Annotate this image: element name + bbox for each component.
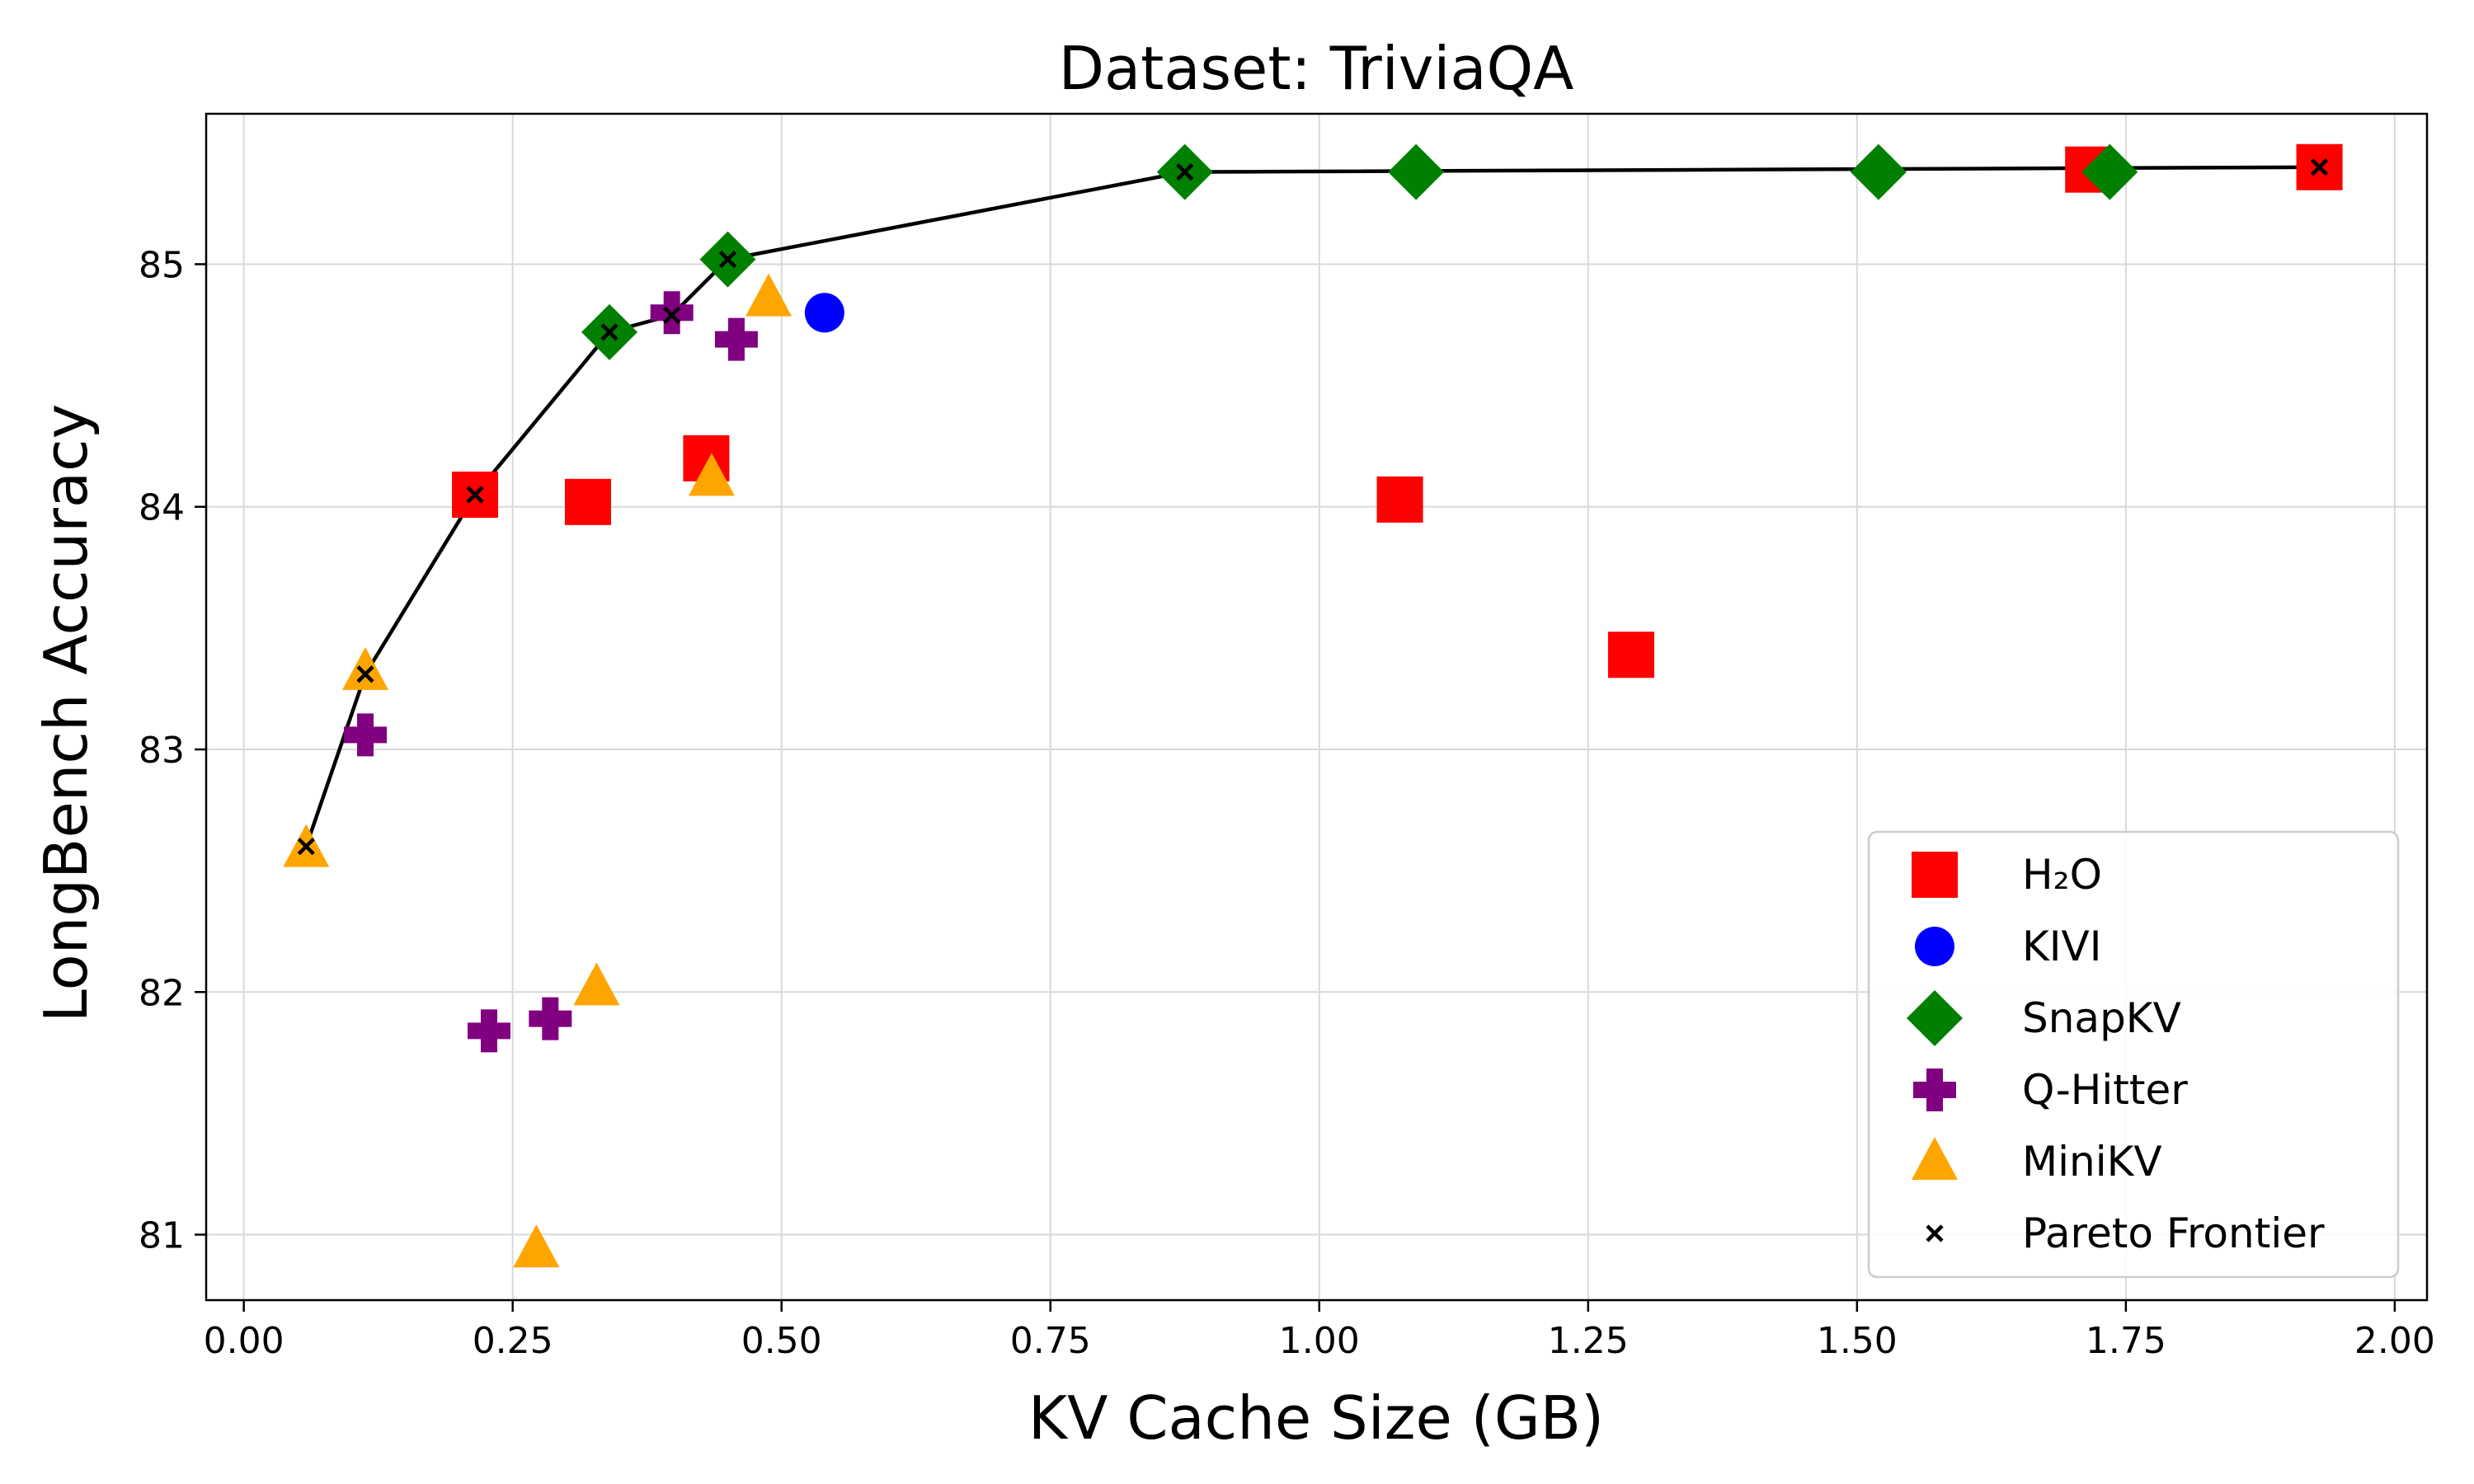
legend-label-q-hitter: Q-Hitter [2022,1066,2188,1114]
legend-marker-h-o [1912,852,1958,898]
minikv-point [513,1224,560,1268]
x-tick-label: 0.50 [741,1320,822,1362]
y-tick-label: 84 [139,487,185,529]
legend-marker-minikv [1912,1137,1958,1180]
x-tick-label: 0.00 [204,1320,285,1362]
legend-marker-pareto-frontier [1926,1224,1944,1242]
legend-label-snapkv: SnapKV [2022,994,2181,1042]
minikv-point [745,273,793,317]
x-tick-label: 2.00 [2354,1320,2435,1362]
snapkv-point [1388,143,1445,200]
pareto-frontier-point [1176,163,1194,181]
y-tick-label: 82 [139,972,185,1014]
y-axis-label: LongBench Accuracy [31,404,101,1022]
pareto-frontier-point [600,323,618,341]
minikv-point [573,962,620,1006]
snapkv-point [2081,143,2138,200]
x-tick-label: 1.75 [2086,1320,2166,1362]
legend-box [1867,830,2400,1279]
data-markers [283,143,2343,1268]
kivi-point [804,293,844,333]
pareto-frontier-line [304,165,2320,848]
x-tick-label: 0.75 [1010,1320,1091,1362]
legend: H₂O KIVI SnapKV Q-Hitter MiniKV Pareto Fronti… [1867,830,2400,1279]
y-tick-label: 83 [139,730,185,772]
q-hitter-point [714,317,758,361]
pareto-frontier-point [663,306,681,324]
legend-label-pareto-frontier: Pareto Frontier [2022,1209,2325,1257]
q-hitter-point [529,997,572,1040]
pareto-frontier-line [304,165,2320,848]
y-tick-label: 85 [139,244,185,286]
minikv-point [688,453,735,496]
legend-marker-kivi [1915,927,1954,966]
axis-ticks: 0.00 0.25 0.50 0.75 1.00 1.25 1.50 1.75 2.00 81 82… [139,244,2435,1362]
h2o-point [1376,476,1423,523]
q-hitter-point [344,713,388,757]
legend-marker-q-hitter [1913,1068,1956,1111]
pareto-frontier-point [297,838,315,856]
snapkv-point [1850,143,1907,200]
minikv-point [342,646,389,690]
x-tick-label: 0.25 [473,1320,553,1362]
pareto-frontier-point [2310,158,2329,176]
x-tick-label: 1.00 [1279,1320,1360,1362]
x-tick-label: 1.50 [1817,1320,1898,1362]
h2o-point [564,478,611,525]
pareto-frontier-point [356,665,374,683]
plot-area-frame [205,112,2429,1302]
pareto-frontier-point [466,486,484,504]
legend-marker-snapkv [1907,990,1963,1046]
x-tick-label: 1.25 [1548,1320,1629,1362]
h2o-point [1607,632,1654,679]
legend-label-minikv: MiniKV [2022,1138,2162,1186]
chart-title: Dataset: TriviaQA [1059,34,1574,103]
pareto-frontier-point [718,250,737,269]
x-axis-label: KV Cache Size (GB) [1028,1383,1604,1453]
y-tick-label: 81 [139,1215,185,1257]
q-hitter-point [467,1009,510,1053]
legend-label-h-o: H₂O [2022,851,2102,899]
legend-label-kivi: KIVI [2022,923,2101,970]
